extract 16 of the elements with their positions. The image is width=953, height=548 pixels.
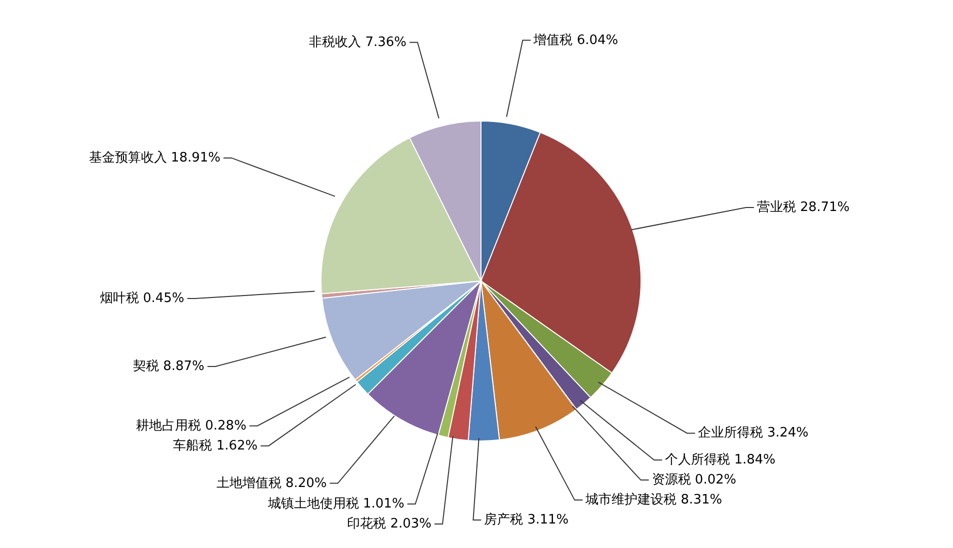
slice-label: 城镇土地使用税 1.01% <box>266 496 404 512</box>
slice-label: 增值税 6.04% <box>532 32 618 48</box>
slice-label: 企业所得税 3.24% <box>698 426 809 441</box>
slice-label: 车船税 1.62% <box>173 438 258 454</box>
slice-label: 非税收入 7.36% <box>309 34 407 50</box>
slice-label: 城市维护建设税 8.31% <box>584 492 722 508</box>
slice-label: 基金预算收入 18.91% <box>88 150 221 166</box>
slice-label: 资源税 0.02% <box>652 472 736 488</box>
slice-label: 耕地占用税 0.28% <box>136 418 246 434</box>
slice-label: 印花税 2.03% <box>347 516 432 532</box>
slice-label: 烟叶税 0.45% <box>100 291 184 306</box>
slice-label: 营业税 28.71% <box>756 200 850 216</box>
slice-label: 房产税 3.11% <box>484 512 569 528</box>
slice-label: 契税 8.87% <box>132 359 204 374</box>
slice-label: 土地增值税 8.20% <box>216 476 327 491</box>
slice-label: 个人所得税 1.84% <box>665 452 776 468</box>
